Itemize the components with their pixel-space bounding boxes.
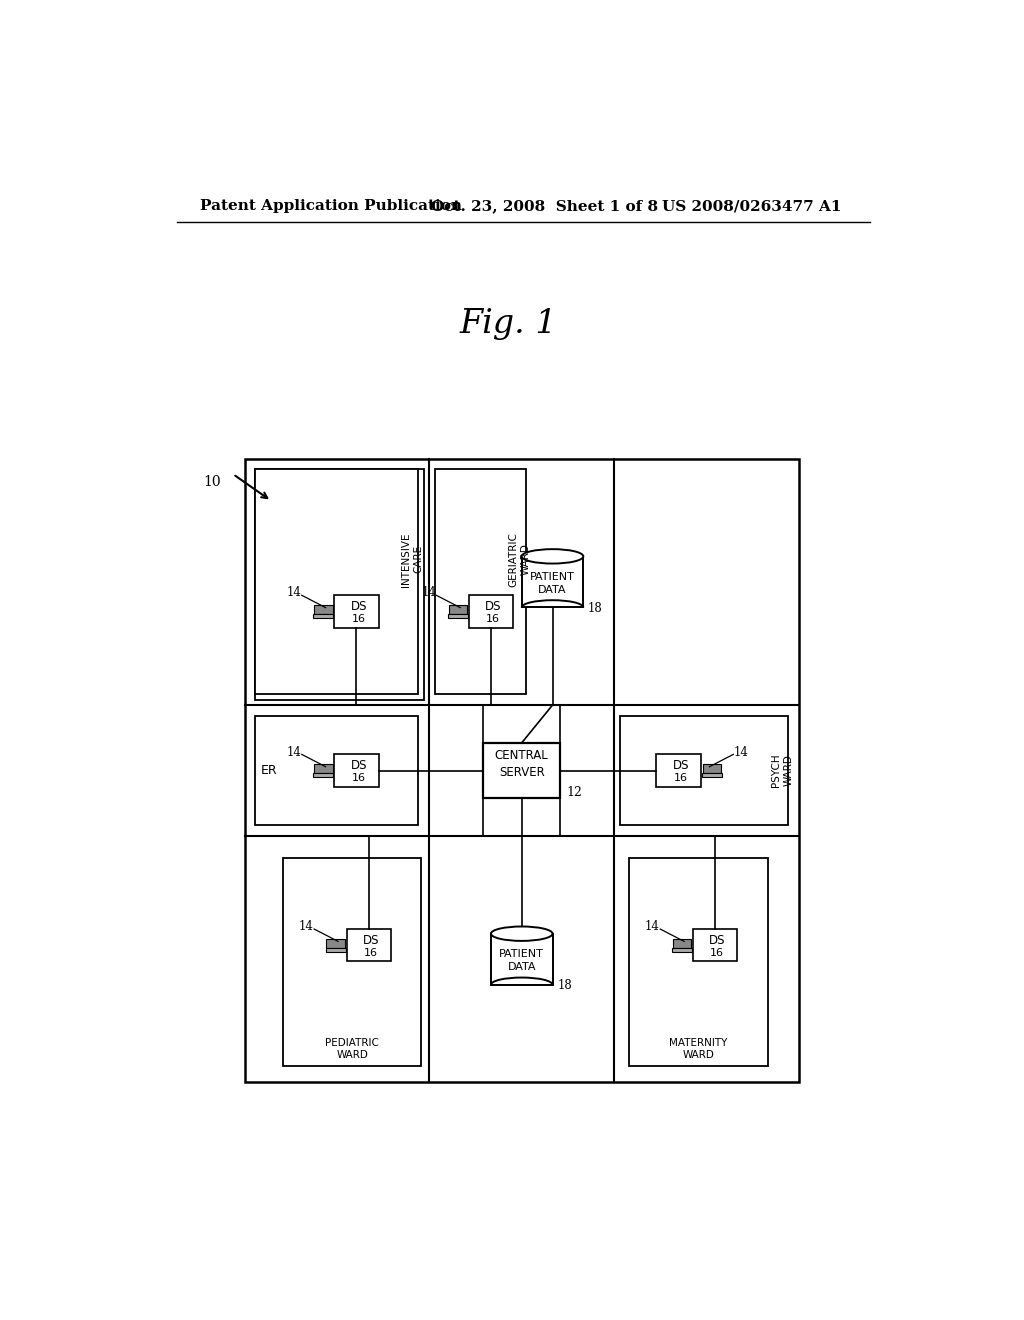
Ellipse shape	[521, 549, 584, 564]
Bar	[314, 764, 333, 774]
Text: US 2008/0263477 A1: US 2008/0263477 A1	[662, 199, 842, 213]
Bar	[245, 459, 799, 1082]
Text: ER: ER	[261, 764, 278, 777]
Bar	[449, 605, 467, 614]
Bar	[490, 933, 553, 985]
Bar	[673, 939, 691, 948]
Text: DS: DS	[673, 759, 689, 772]
Bar	[483, 743, 560, 799]
Text: DS: DS	[350, 601, 367, 614]
Bar	[629, 858, 768, 1067]
Bar	[313, 614, 334, 618]
Bar	[447, 614, 468, 618]
Text: GERIATRIC
WARD: GERIATRIC WARD	[508, 532, 530, 587]
Text: 16: 16	[674, 774, 688, 783]
Text: 10: 10	[204, 475, 221, 488]
Bar	[620, 715, 788, 825]
Text: 12: 12	[566, 785, 583, 799]
Bar	[672, 948, 692, 952]
Text: CENTRAL
SERVER: CENTRAL SERVER	[495, 750, 549, 779]
Text: 14: 14	[287, 746, 301, 759]
Text: 18: 18	[588, 602, 603, 615]
Bar	[283, 858, 422, 1067]
Bar	[692, 929, 737, 961]
Ellipse shape	[490, 927, 553, 941]
Bar	[326, 948, 346, 952]
Text: 14: 14	[645, 920, 660, 933]
Bar	[521, 556, 584, 607]
Text: DS: DS	[362, 935, 380, 948]
Text: DS: DS	[485, 601, 502, 614]
Bar	[656, 755, 701, 787]
Text: PEDIATRIC
WARD: PEDIATRIC WARD	[326, 1038, 379, 1060]
Bar	[255, 470, 424, 700]
Bar	[701, 774, 722, 777]
Text: 16: 16	[351, 614, 366, 624]
Bar	[434, 470, 525, 694]
Text: PATIENT
DATA: PATIENT DATA	[530, 572, 574, 595]
Text: 16: 16	[365, 948, 378, 958]
Text: Fig. 1: Fig. 1	[459, 308, 557, 341]
Bar	[334, 595, 379, 627]
Bar	[255, 470, 419, 694]
Text: 16: 16	[486, 614, 501, 624]
Bar	[255, 715, 419, 825]
Bar	[314, 605, 333, 614]
Text: 16: 16	[351, 774, 366, 783]
Text: 14: 14	[299, 920, 314, 933]
Text: 14: 14	[421, 586, 436, 599]
Text: 18: 18	[557, 979, 571, 993]
Text: Patent Application Publication: Patent Application Publication	[200, 199, 462, 213]
Bar	[313, 774, 334, 777]
Text: Oct. 23, 2008  Sheet 1 of 8: Oct. 23, 2008 Sheet 1 of 8	[431, 199, 658, 213]
Bar	[334, 755, 379, 787]
Text: PSYCH
WARD: PSYCH WARD	[771, 754, 794, 787]
Text: 16: 16	[711, 948, 724, 958]
Text: PATIENT
DATA: PATIENT DATA	[500, 949, 544, 973]
Text: 14: 14	[733, 746, 749, 759]
Text: INTENSIVE
CARE: INTENSIVE CARE	[401, 532, 423, 586]
Text: DS: DS	[350, 759, 367, 772]
Text: 14: 14	[287, 586, 301, 599]
Bar	[346, 929, 391, 961]
Bar	[327, 939, 345, 948]
Bar	[469, 595, 513, 627]
Bar	[702, 764, 721, 774]
Text: MATERNITY
WARD: MATERNITY WARD	[669, 1038, 727, 1060]
Text: DS: DS	[709, 935, 725, 948]
